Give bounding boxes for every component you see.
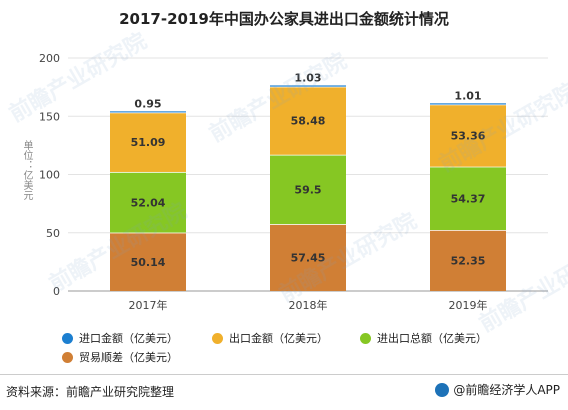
- data-label: 52.04: [131, 196, 166, 209]
- legend-item-surplus: 贸易顺差（亿美元）: [62, 349, 178, 365]
- bar-segment: [270, 154, 346, 225]
- data-label: 59.5: [294, 183, 321, 196]
- data-label: 53.36: [451, 130, 486, 143]
- brand-label: @前瞻经济学人APP: [453, 383, 560, 397]
- legend-swatch: [212, 332, 223, 344]
- bar-segment: [430, 104, 506, 167]
- bar-segment: [430, 103, 506, 105]
- y-tick-label: 50: [46, 227, 60, 240]
- chart-title: 2017-2019年中国办公家具进出口金额统计情况: [119, 10, 449, 28]
- y-tick-label: 0: [53, 285, 60, 298]
- legend-item-total: 进出口总额（亿美元）: [360, 330, 487, 346]
- data-label: 1.03: [294, 71, 321, 84]
- data-label: 54.37: [451, 192, 486, 205]
- legend-label: 进出口总额（亿美元）: [377, 332, 487, 345]
- bar-segment: [110, 112, 186, 172]
- data-label: 57.45: [291, 252, 326, 265]
- legend-swatch: [62, 351, 73, 363]
- legend-item-export: 出口金额（亿美元）: [212, 330, 328, 346]
- legend-swatch: [360, 332, 371, 344]
- bar-segment: [270, 224, 346, 291]
- legend-label: 出口金额（亿美元）: [229, 332, 328, 345]
- footer-divider: [0, 374, 568, 375]
- bar-segment: [270, 85, 346, 87]
- y-tick-label: 150: [39, 110, 60, 123]
- y-axis-label: 单位：亿美元: [21, 140, 32, 200]
- y-tick-label: 200: [39, 52, 60, 65]
- x-tick-label: 2019年: [449, 298, 488, 312]
- y-tick-label: 100: [39, 169, 60, 182]
- data-label: 52.35: [451, 255, 486, 268]
- data-label: 0.95: [134, 97, 161, 110]
- legend-label: 贸易顺差（亿美元）: [79, 351, 178, 364]
- bar-segment: [110, 111, 186, 113]
- x-tick-label: 2018年: [289, 298, 328, 312]
- bar-segment: [430, 166, 506, 231]
- bar-segment: [110, 171, 186, 233]
- bar-segment: [430, 230, 506, 291]
- stacked-bar-chart: 0 50 100 150 200 50.14 52.04 51.09 0.95 2017年 57.4…: [39, 52, 548, 312]
- bar-segment: [110, 232, 186, 291]
- legend-label: 进口金额（亿美元）: [79, 332, 178, 345]
- brand-logo-icon: [435, 382, 450, 397]
- data-label: 51.09: [131, 136, 166, 149]
- data-label: 58.48: [291, 115, 326, 128]
- legend-item-import: 进口金额（亿美元）: [62, 330, 178, 346]
- source-note: 资料来源：前瞻产业研究院整理: [6, 385, 175, 399]
- data-label: 1.01: [454, 89, 481, 102]
- data-label: 50.14: [131, 256, 166, 269]
- legend-swatch: [62, 332, 73, 344]
- x-tick-label: 2017年: [129, 298, 168, 312]
- bar-segment: [270, 86, 346, 155]
- brand-credit: @前瞻经济学人APP: [435, 381, 560, 398]
